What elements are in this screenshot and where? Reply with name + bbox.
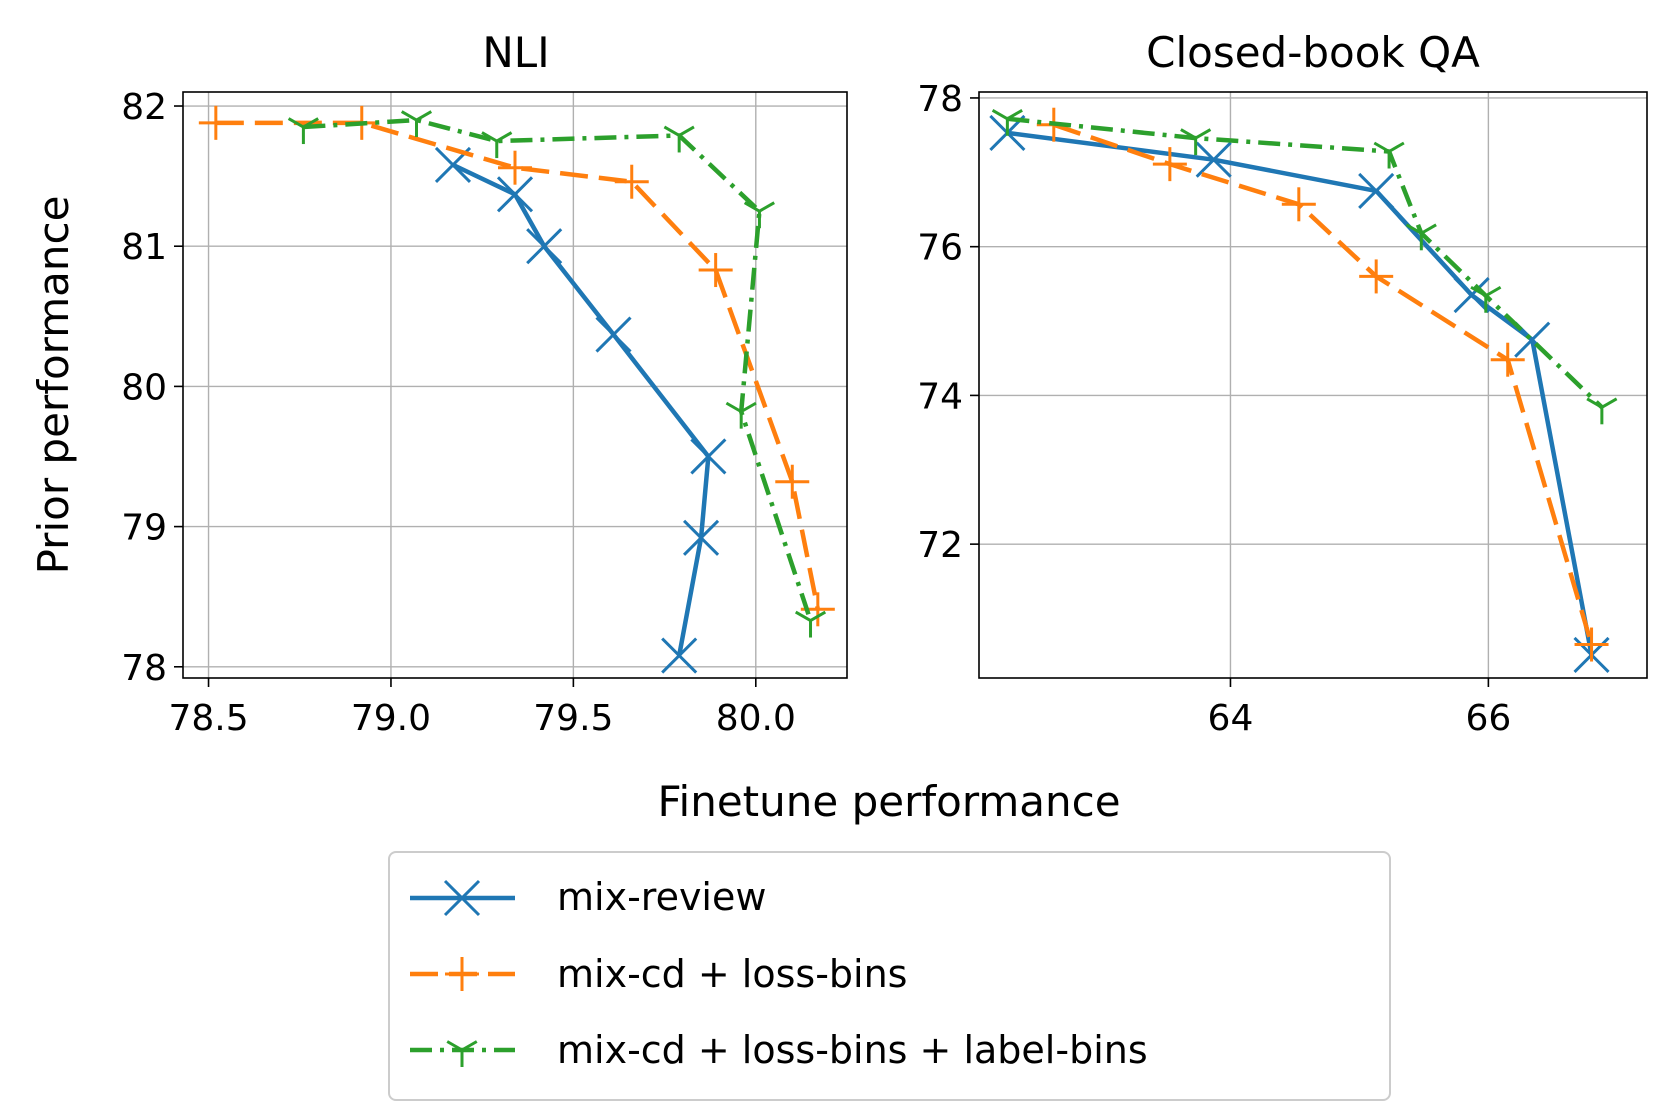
nli-series-group (198, 105, 835, 674)
legend-swatch-mix-review (410, 879, 515, 917)
nli-ytick-label-2: 80 (121, 367, 167, 408)
nli-xtick-label-0: 78.5 (168, 698, 248, 739)
legend-label-mix-cd-loss-bins-label-bins: mix-cd + loss-bins + label-bins (557, 1028, 1148, 1072)
closed-book-qa-point-mix-cd-loss-bins-5 (1574, 627, 1609, 662)
closed-book-qa-ytick-label-0: 72 (917, 525, 963, 566)
nli-point-mix-cd-loss-bins-2 (498, 150, 532, 185)
nli-point-mix-review-4 (690, 438, 727, 475)
nli-xtick-label-3: 80.0 (716, 698, 796, 739)
nli-point-mix-review-2 (526, 228, 563, 265)
nli-ytick-label-1: 79 (121, 508, 167, 549)
closed-book-qa-point-mix-review-3 (1453, 276, 1490, 314)
nli-point-mix-cd-loss-bins-label-bins-2 (481, 131, 513, 159)
y-axis-label: Prior performance (29, 196, 78, 575)
closed-book-qa-point-mix-cd-loss-bins-label-bins-4 (1470, 285, 1502, 313)
closed-book-qa-point-mix-review-2 (1358, 172, 1395, 209)
x-axis-label: Finetune performance (657, 777, 1120, 826)
closed-book-qa-point-mix-cd-loss-bins-label-bins-5 (1586, 397, 1618, 425)
nli-ticks: 78.5 79.0 79.5 80.0 78 79 80 81 82 (121, 87, 796, 739)
nli-point-mix-cd-loss-bins-label-bins-1 (400, 110, 433, 138)
nli-xtick-label-1: 79.0 (351, 698, 431, 739)
legend-swatch-mix-cd-loss-bins-label-bins (410, 1040, 515, 1067)
nli-point-mix-cd-loss-bins-3 (614, 164, 649, 199)
nli-ytick-label-0: 78 (121, 648, 167, 689)
nli-series-line-mix-cd-loss-bins-label-bins (303, 117, 813, 622)
closed-book-qa-ytick-label-2: 76 (917, 228, 963, 269)
legend-swatch-mix-cd-loss-bins (410, 957, 515, 991)
closed-book-qa-point-mix-cd-loss-bins-3 (1359, 259, 1394, 294)
closed-book-qa-series-line-mix-review (1007, 130, 1594, 656)
closed-book-qa-point-mix-cd-loss-bins-1 (1152, 147, 1187, 182)
nli-point-mix-cd-loss-bins-label-bins-4 (743, 201, 775, 229)
nli-series-line-mix-review (452, 162, 711, 656)
closed-book-qa-plot-frame (978, 91, 1648, 679)
nli-point-mix-review-5 (683, 519, 720, 556)
legend: mix-review mix-cd + loss-bins mix-cd + l… (388, 851, 1391, 1101)
closed-book-qa-ytick-label-3: 78 (917, 79, 963, 120)
closed-book-qa-series-group (989, 107, 1618, 674)
legend-label-mix-cd-loss-bins: mix-cd + loss-bins (557, 952, 907, 996)
nli-ytick-label-3: 81 (121, 227, 167, 268)
nli-point-mix-review-6 (661, 637, 698, 674)
nli-xtick-label-2: 79.5 (533, 698, 613, 739)
nli-point-mix-cd-loss-bins-4 (698, 253, 733, 288)
closed-book-qa-point-mix-cd-loss-bins-2 (1281, 187, 1316, 222)
legend-label-mix-review: mix-review (557, 875, 766, 919)
nli-plot-frame (182, 91, 848, 679)
closed-book-qa-point-mix-review-1 (1195, 141, 1232, 178)
nli-point-mix-cd-loss-bins-label-bins-5 (725, 401, 757, 429)
nli-point-mix-review-3 (595, 316, 632, 353)
closed-book-qa-series-line-mix-cd-loss-bins (1053, 122, 1594, 646)
closed-book-qa-xtick-label-1: 66 (1465, 698, 1511, 739)
nli-ytick-label-4: 82 (121, 87, 167, 128)
closed-book-qa-point-mix-cd-loss-bins-label-bins-0 (991, 108, 1023, 136)
legend-marker-mix-review (443, 879, 481, 917)
closed-book-qa-ticks: 64 66 72 74 76 78 (917, 79, 1511, 739)
nli-point-mix-cd-loss-bins-5 (775, 464, 810, 499)
legend-entry-mix-cd-loss-bins-label-bins: mix-cd + loss-bins + label-bins (410, 1028, 1148, 1072)
nli-point-mix-review-1 (496, 176, 534, 213)
closed-book-qa-point-mix-cd-loss-bins-label-bins-1 (1180, 128, 1212, 156)
nli-panel: NLI 78.5 79.0 79.5 80.0 78 79 80 81 82 (121, 28, 848, 739)
nli-point-mix-cd-loss-bins-label-bins-3 (663, 125, 695, 153)
legend-marker-mix-cd-loss-bins (445, 957, 479, 991)
nli-point-mix-cd-loss-bins-label-bins-6 (794, 610, 827, 638)
closed-book-qa-point-mix-cd-loss-bins-label-bins-3 (1405, 223, 1437, 251)
legend-box (388, 851, 1391, 1101)
nli-grid (183, 92, 847, 678)
closed-book-qa-title: Closed-book QA (1146, 28, 1480, 77)
closed-book-qa-grid (979, 92, 1647, 678)
legend-entry-mix-cd-loss-bins: mix-cd + loss-bins (410, 952, 907, 996)
closed-book-qa-panel: Closed-book QA 64 66 72 74 76 78 (917, 28, 1648, 739)
nli-point-mix-cd-loss-bins-label-bins-0 (287, 117, 319, 145)
nli-title: NLI (482, 28, 549, 77)
legend-marker-mix-cd-loss-bins-label-bins (446, 1040, 478, 1067)
closed-book-qa-point-mix-cd-loss-bins-label-bins-2 (1373, 141, 1405, 169)
legend-entry-mix-review: mix-review (410, 875, 766, 919)
nli-point-mix-cd-loss-bins-0 (198, 105, 233, 140)
closed-book-qa-ytick-label-1: 74 (917, 376, 963, 417)
closed-book-qa-point-mix-cd-loss-bins-4 (1490, 342, 1525, 377)
closed-book-qa-xtick-label-0: 64 (1208, 698, 1254, 739)
closed-book-qa-series-line-mix-cd-loss-bins-label-bins (1007, 116, 1604, 409)
